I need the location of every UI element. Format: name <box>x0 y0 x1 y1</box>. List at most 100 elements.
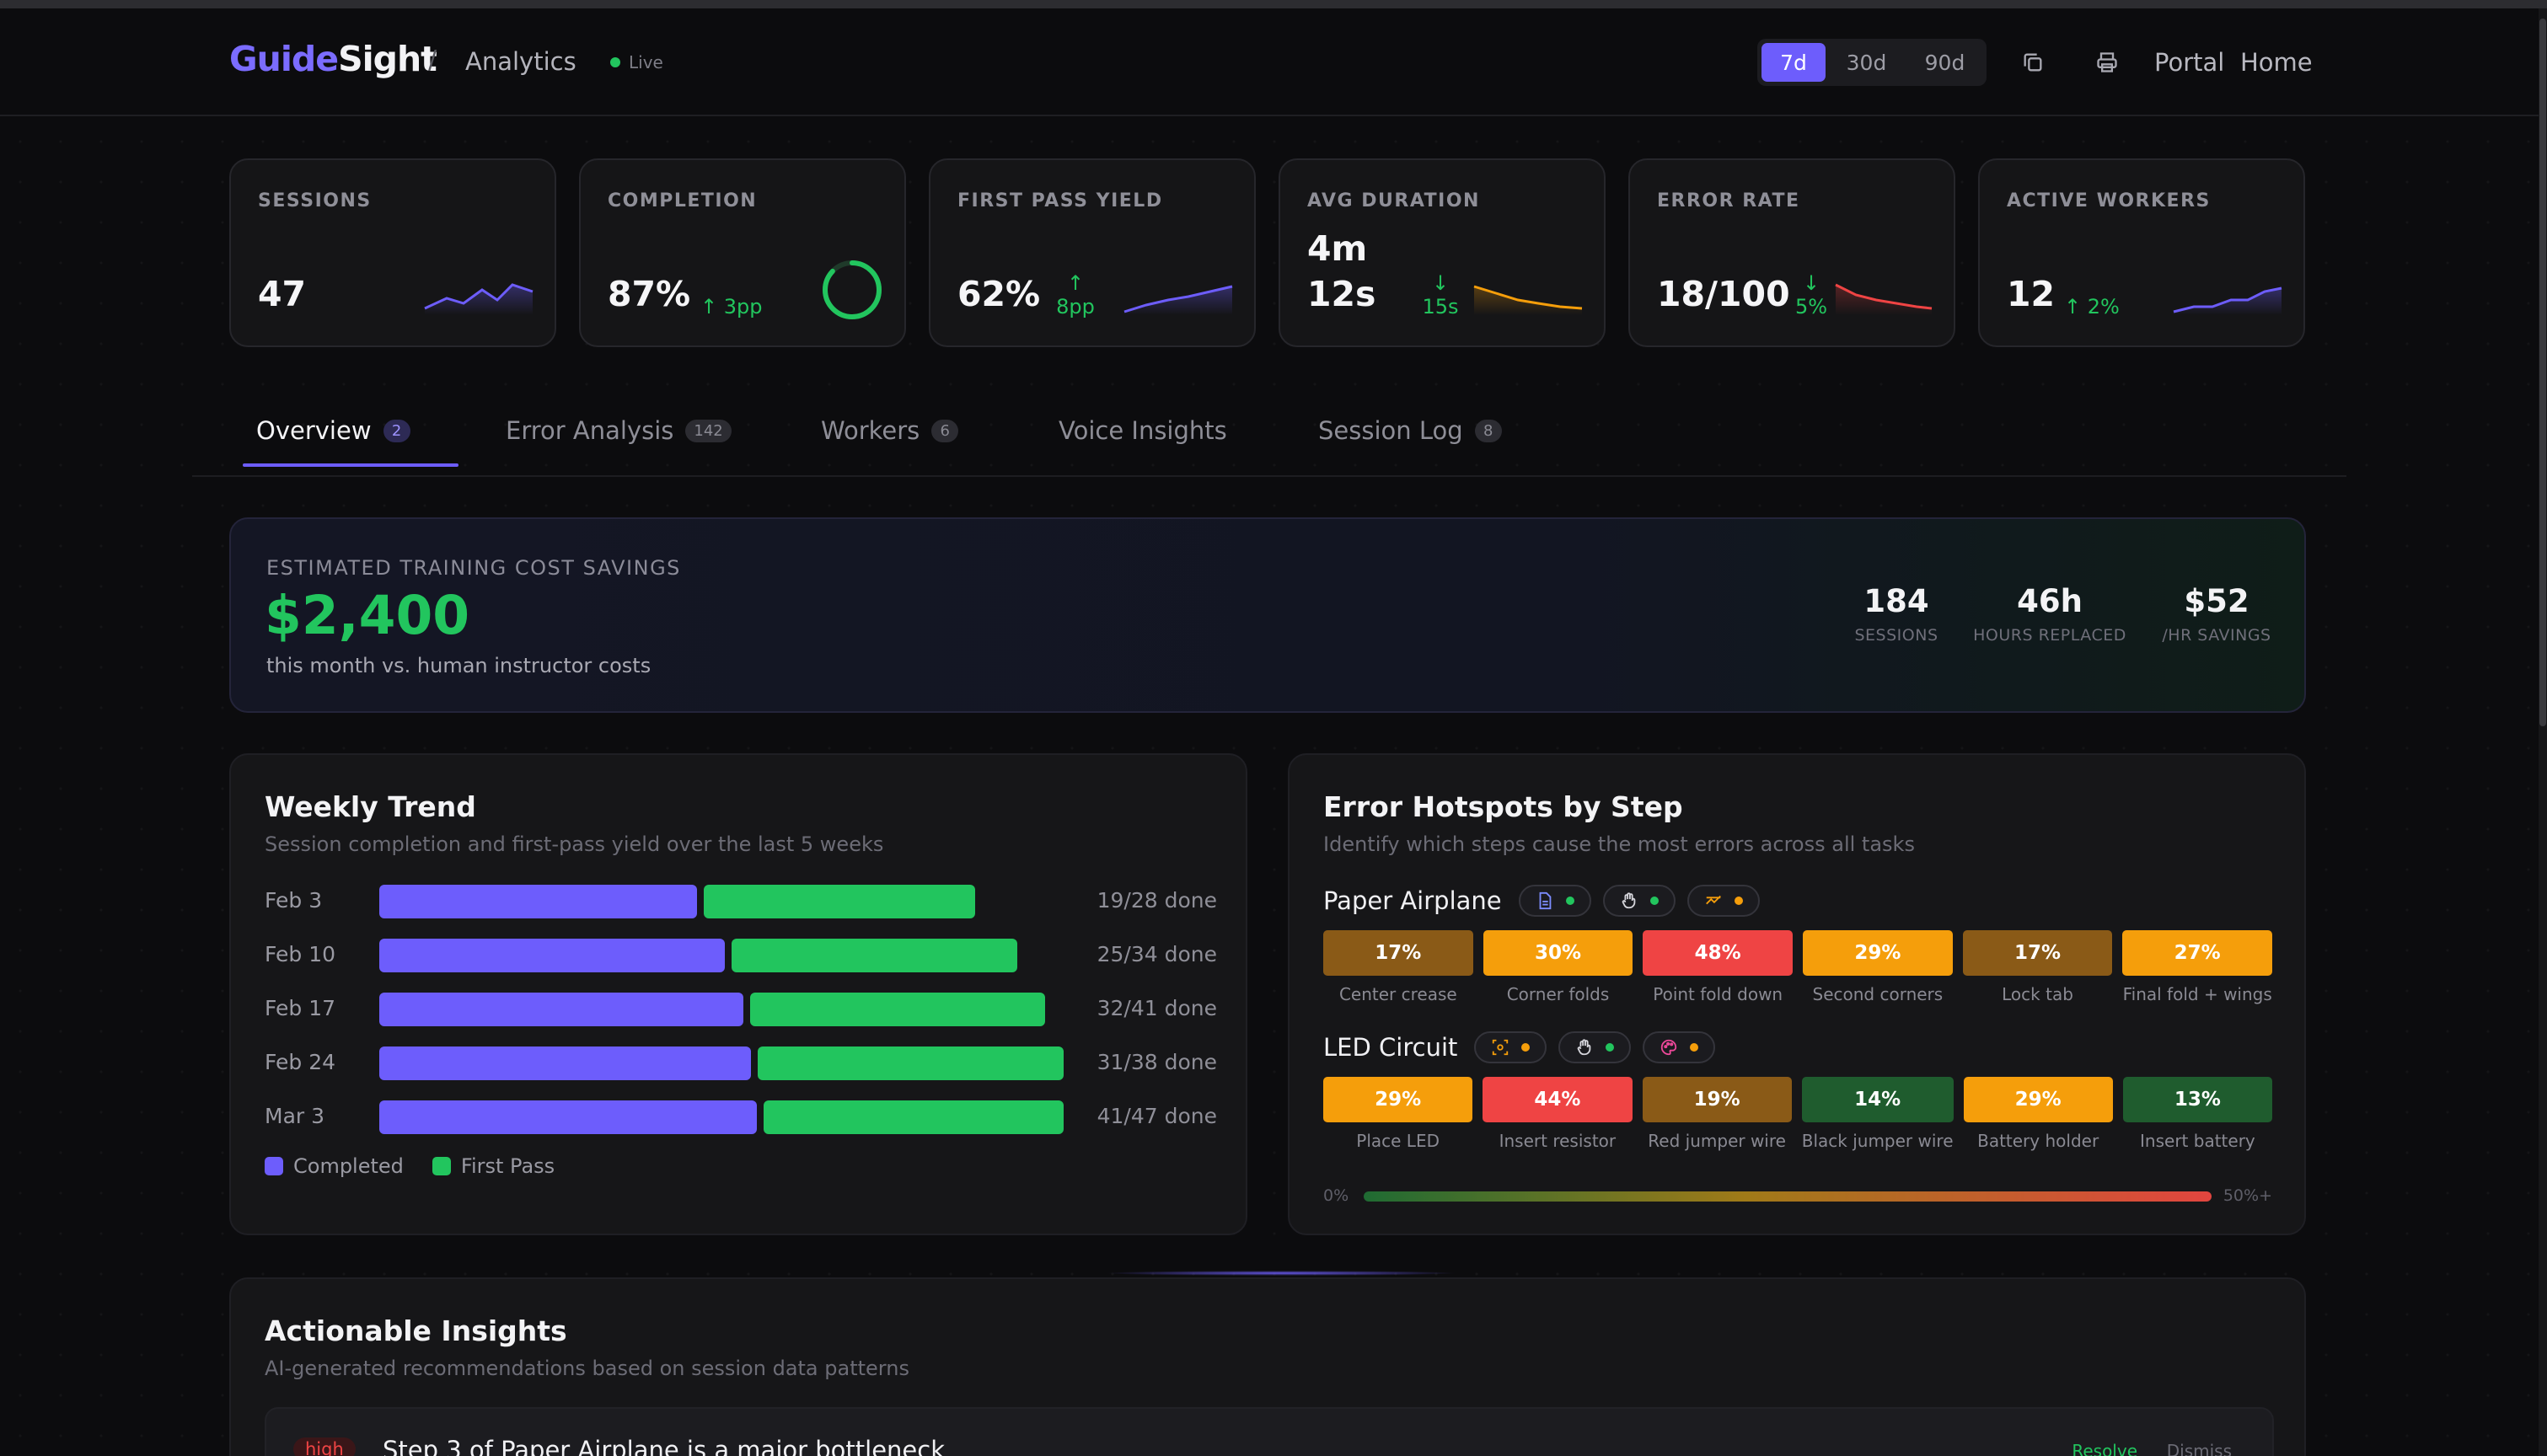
scrollbar-track[interactable] <box>2539 8 2547 1456</box>
task-led-circuit: LED Circuit <box>1323 1031 1716 1063</box>
live-dot-icon <box>610 57 620 67</box>
first-pass-bar[interactable] <box>704 885 975 918</box>
legend-swatch <box>432 1157 451 1175</box>
scrollbar-thumb[interactable] <box>2539 19 2546 726</box>
completed-bar[interactable] <box>379 939 726 972</box>
sessions-sparkline <box>424 283 534 315</box>
savings-stat-sessions: 184 SESSIONS <box>1854 583 1938 645</box>
trend-row: Feb 24 31/38 done <box>265 1046 1217 1080</box>
tab-session-log[interactable]: Session Log 8 <box>1318 416 1502 445</box>
step-filter-pill[interactable] <box>1643 1031 1716 1063</box>
step-cell[interactable]: 17% Lock tab <box>1962 930 2113 1004</box>
card-subtitle: Identify which steps cause the most erro… <box>1323 832 1915 856</box>
step-cell[interactable]: 29% Place LED <box>1323 1077 1473 1151</box>
step-cell[interactable]: 29% Battery holder <box>1963 1077 2113 1151</box>
task-paper-airplane: Paper Airplane <box>1323 885 1760 917</box>
step-cell[interactable]: 19% Red jumper wire <box>1642 1077 1792 1151</box>
kpi-first-pass-yield[interactable]: FIRST PASS YIELD 62% ↑ 8pp <box>929 158 1256 347</box>
dismiss-button[interactable]: Dismiss <box>2166 1441 2232 1456</box>
first-pass-bar[interactable] <box>750 993 1045 1026</box>
weekly-trend-card: Weekly Trend Session completion and firs… <box>229 753 1247 1235</box>
actionable-insights-card: Actionable Insights AI-generated recomme… <box>229 1277 2306 1456</box>
completed-bar[interactable] <box>379 1046 751 1080</box>
portal-link[interactable]: Portal <box>2154 48 2225 77</box>
tab-count-badge: 2 <box>383 419 410 442</box>
step-cell[interactable]: 48% Point fold down <box>1643 930 1794 1004</box>
kpi-value: 12 <box>2007 274 2056 314</box>
home-link[interactable]: Home <box>2240 48 2313 77</box>
chart-legend: Completed First Pass <box>265 1154 555 1178</box>
step-name: Red jumper wire <box>1648 1131 1786 1151</box>
step-cell[interactable]: 30% Corner folds <box>1483 930 1633 1004</box>
scale-gradient <box>1364 1191 2212 1202</box>
completed-bar[interactable] <box>379 1100 758 1134</box>
kpi-value-seconds: 12s <box>1307 274 1376 314</box>
range-90d-button[interactable]: 90d <box>1924 50 1965 75</box>
card-title: Weekly Trend <box>265 790 476 823</box>
range-7d-button[interactable]: 7d <box>1761 43 1826 82</box>
step-filter-pill[interactable] <box>1518 885 1591 917</box>
legend-item-first-pass: First Pass <box>432 1154 555 1178</box>
step-cell[interactable]: 17% Center crease <box>1323 930 1473 1004</box>
kpi-delta: ↑ 2% <box>2064 295 2120 318</box>
savings-stat-rate: $52/HR SAVINGS <box>2162 583 2271 645</box>
status-dot <box>1734 897 1743 905</box>
kpi-label: AVG DURATION <box>1307 190 1480 211</box>
step-filter-pill[interactable] <box>1474 1031 1547 1063</box>
range-30d-button[interactable]: 30d <box>1846 50 1887 75</box>
completed-bar[interactable] <box>379 993 744 1026</box>
tab-count-badge: 6 <box>931 419 959 442</box>
step-cell[interactable]: 14% Black jumper wire <box>1801 1077 1954 1151</box>
savings-stat-hours: 46h HOURS REPLACED <box>1973 583 2126 645</box>
step-cell[interactable]: 27% Final fold + wings <box>2122 930 2273 1004</box>
top-bar: GuideSight / Analytics Live 7d 30d 90d P… <box>0 8 2539 116</box>
kpi-label: ERROR RATE <box>1657 190 1800 211</box>
week-label: Feb 17 <box>265 996 336 1020</box>
first-pass-bar[interactable] <box>764 1100 1064 1134</box>
week-label: Feb 3 <box>265 888 323 913</box>
week-label: Mar 3 <box>265 1104 325 1128</box>
step-heatmap-row: 29% Place LED 44% Insert resistor 19% Red jum… <box>1323 1077 2273 1151</box>
step-filter-pill[interactable] <box>1686 885 1760 917</box>
kpi-value: 18/100 <box>1657 274 1790 314</box>
trend-icon <box>1705 895 1721 905</box>
date-range-toggle: 7d 30d 90d <box>1757 39 1987 86</box>
kpi-active-workers[interactable]: ACTIVE WORKERS 12 ↑ 2% <box>1978 158 2305 347</box>
tab-workers[interactable]: Workers 6 <box>821 416 959 445</box>
step-filter-pill[interactable] <box>1602 885 1676 917</box>
done-count: 31/38 done <box>1097 1050 1217 1074</box>
tab-overview[interactable]: Overview 2 <box>256 416 410 445</box>
step-cell[interactable]: 44% Insert resistor <box>1483 1077 1633 1151</box>
step-cell[interactable]: 13% Insert battery <box>2122 1077 2273 1151</box>
first-pass-bar[interactable] <box>757 1046 1064 1080</box>
kpi-avg-duration[interactable]: AVG DURATION 4m 12s ↓ 15s <box>1279 158 1606 347</box>
step-name: Corner folds <box>1506 984 1610 1004</box>
tab-voice-insights[interactable]: Voice Insights <box>1059 416 1227 445</box>
logo[interactable]: GuideSight <box>229 39 437 79</box>
print-icon[interactable] <box>2090 46 2124 79</box>
copy-icon[interactable] <box>2016 46 2050 79</box>
step-cell[interactable]: 29% Second corners <box>1803 930 1953 1004</box>
trend-row: Feb 10 25/34 done <box>265 939 1217 972</box>
step-filter-pill[interactable] <box>1558 1031 1632 1063</box>
kpi-completion[interactable]: COMPLETION 87% ↑ 3pp <box>579 158 906 347</box>
first-pass-bar[interactable] <box>732 939 1017 972</box>
kpi-label: COMPLETION <box>608 190 758 211</box>
step-name: Insert resistor <box>1499 1131 1617 1151</box>
insight-item[interactable]: high Step 3 of Paper Airplane is a major… <box>265 1407 2274 1456</box>
insight-title: Step 3 of Paper Airplane is a major bott… <box>383 1436 946 1456</box>
tab-error-analysis[interactable]: Error Analysis 142 <box>506 416 732 445</box>
hand-icon <box>1622 892 1635 909</box>
done-count: 19/28 done <box>1097 888 1217 913</box>
resolve-button[interactable]: Resolve <box>2072 1441 2137 1456</box>
step-error-rate: 13% <box>2122 1077 2273 1122</box>
kpi-value: 47 <box>258 274 307 314</box>
card-subtitle: Session completion and first-pass yield … <box>265 832 884 856</box>
kpi-value-minutes: 4m <box>1307 228 1368 269</box>
step-error-rate: 29% <box>1963 1077 2113 1122</box>
kpi-sessions[interactable]: SESSIONS 47 <box>229 158 556 347</box>
palette-icon <box>1661 1039 1677 1056</box>
step-error-rate: 14% <box>1801 1077 1954 1122</box>
kpi-error-rate[interactable]: ERROR RATE 18/100 ↓ 5% <box>1628 158 1955 347</box>
completed-bar[interactable] <box>379 885 698 918</box>
